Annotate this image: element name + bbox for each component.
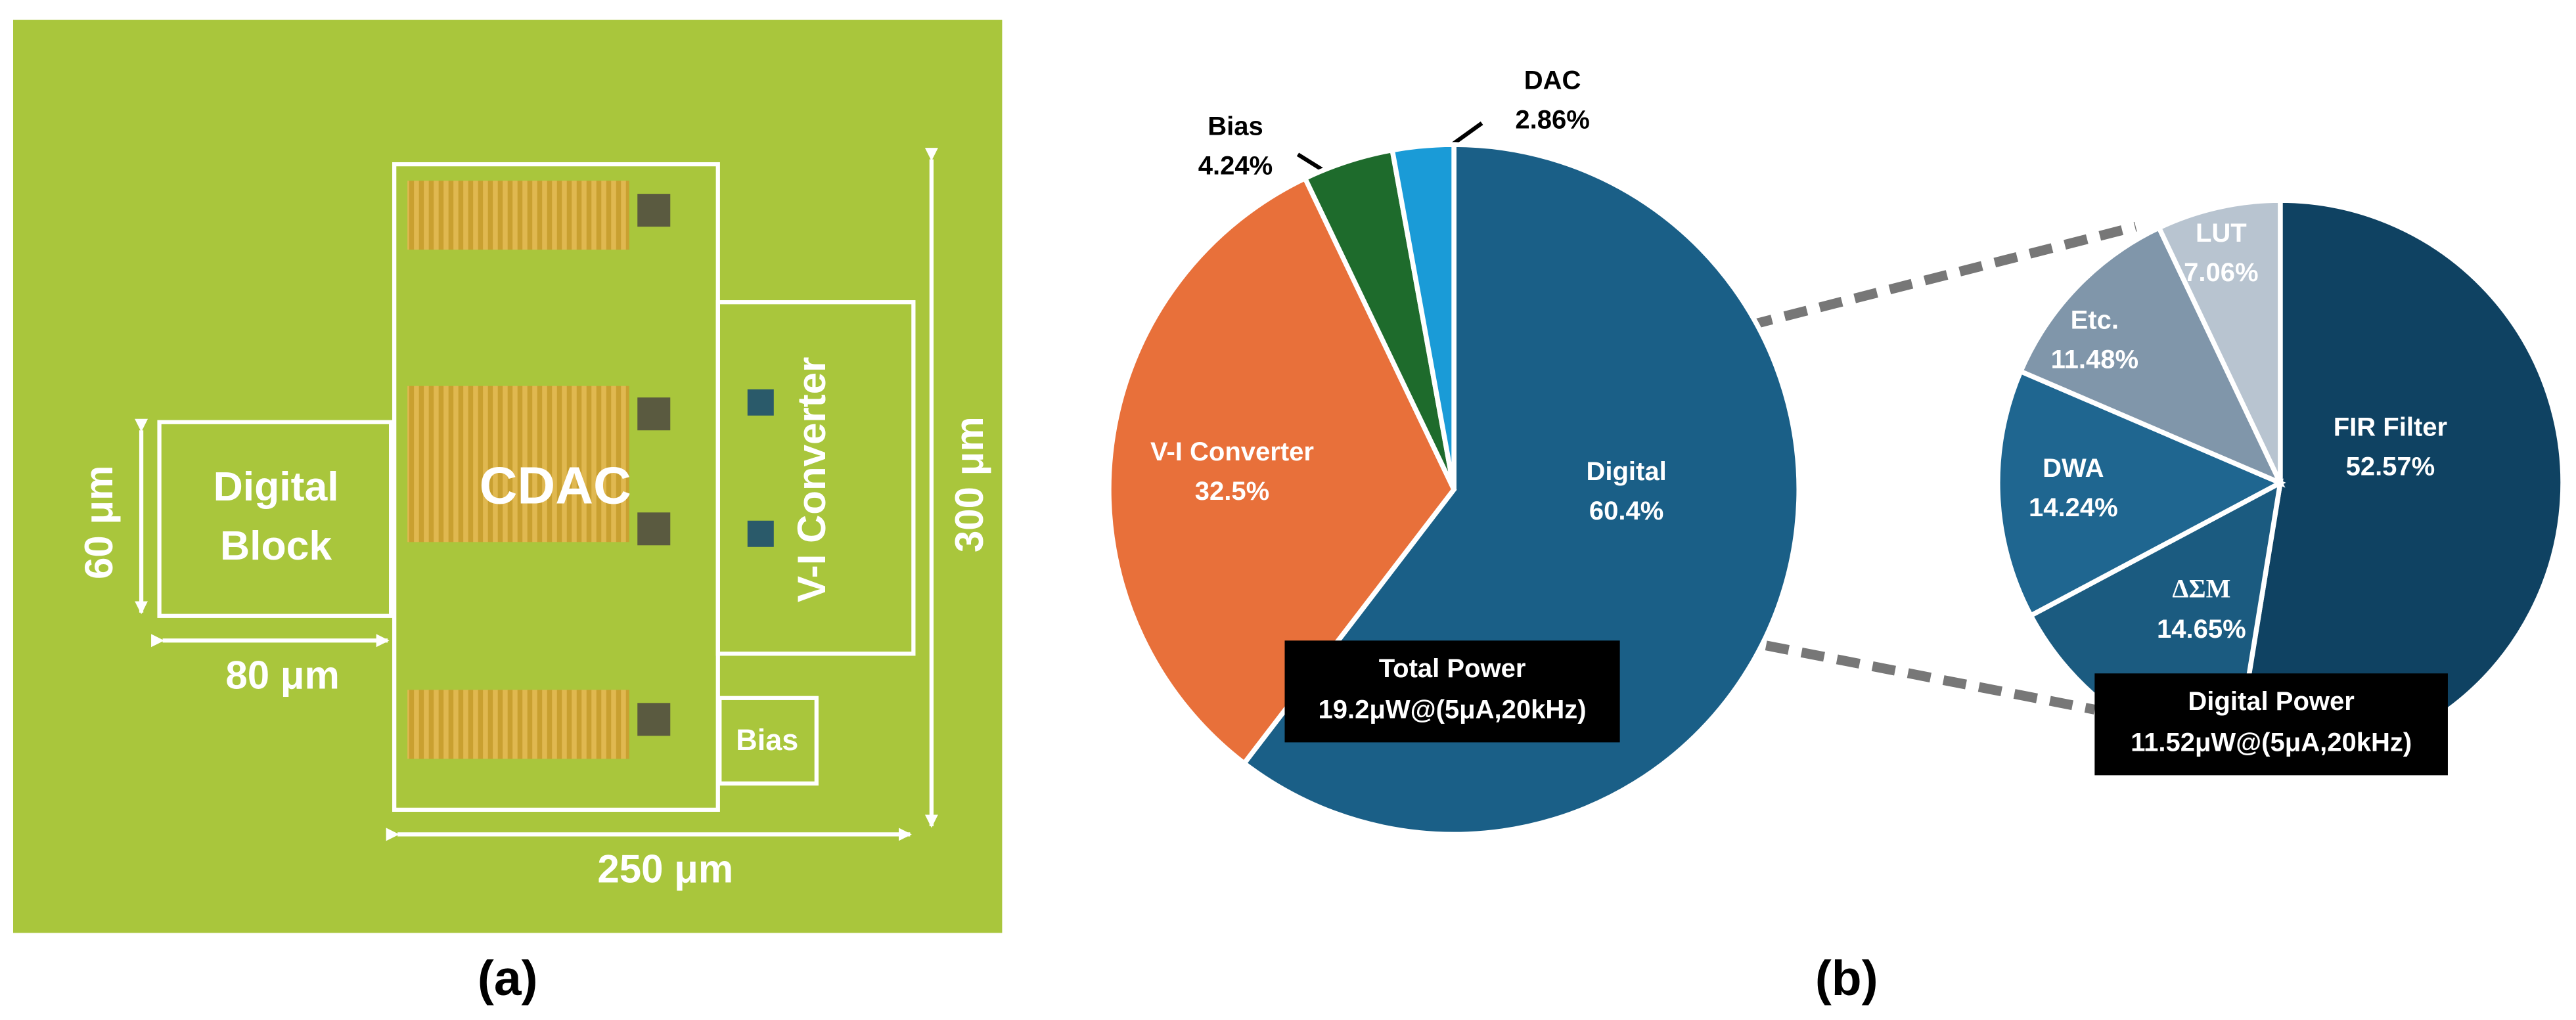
label: 60 μm bbox=[77, 466, 121, 579]
die-photo bbox=[13, 20, 1003, 933]
annotation: Total Power bbox=[1379, 654, 1526, 683]
slice-name: ΔΣM bbox=[2172, 573, 2230, 603]
slice-name: DAC bbox=[1524, 66, 1581, 95]
slice-value: 14.24% bbox=[2029, 493, 2118, 522]
label: 300 μm bbox=[947, 416, 991, 552]
slice-value: 2.86% bbox=[1515, 106, 1589, 135]
pie-slice bbox=[1995, 368, 2286, 619]
label: V-I Converter bbox=[790, 357, 834, 602]
label: 80 μm bbox=[225, 654, 339, 698]
slice-name: Etc. bbox=[2071, 306, 2119, 335]
annotation: 11.52μW@(5μA,20kHz) bbox=[2131, 728, 2412, 757]
pie-slice bbox=[1389, 142, 1457, 490]
slice-value: 32.5% bbox=[1195, 477, 1269, 506]
label: CDAC bbox=[480, 456, 631, 514]
pie-slice bbox=[2156, 198, 2283, 484]
panel-label: (a) bbox=[478, 950, 538, 1006]
pie-slice bbox=[1106, 175, 1457, 767]
slice-value: 4.24% bbox=[1198, 152, 1273, 181]
slice-name: DWA bbox=[2043, 454, 2104, 483]
label: 250 μm bbox=[597, 847, 733, 891]
label: Bias bbox=[736, 723, 798, 757]
slice-name: Digital bbox=[1587, 457, 1667, 486]
slice-value: 11.48% bbox=[2051, 345, 2138, 374]
connectors bbox=[1748, 221, 2137, 715]
slice-name: V-I Converter bbox=[1150, 437, 1314, 466]
annotation-box bbox=[2094, 673, 2448, 776]
label: Block bbox=[220, 523, 332, 569]
slice-value: 60.4% bbox=[1589, 497, 1663, 525]
panel-label: (b) bbox=[1815, 950, 1878, 1006]
label: Digital bbox=[214, 464, 339, 510]
slice-value: 52.57% bbox=[2346, 452, 2435, 481]
die-labels: Digital Block CDAC V-I Converter Bias 60… bbox=[77, 357, 991, 891]
pie-slice bbox=[2017, 224, 2286, 488]
slice-name: LUT bbox=[2196, 219, 2247, 248]
slice-name: FIR Filter bbox=[2334, 412, 2447, 441]
slice-name: Bias bbox=[1208, 112, 1263, 141]
slice-value: 14.65% bbox=[2157, 615, 2246, 644]
annotation-box bbox=[1284, 640, 1620, 743]
annotation: 19.2μW@(5μA,20kHz) bbox=[1319, 695, 1587, 724]
slice-value: 7.06% bbox=[2184, 258, 2258, 287]
annotation: Digital Power bbox=[2188, 687, 2354, 716]
